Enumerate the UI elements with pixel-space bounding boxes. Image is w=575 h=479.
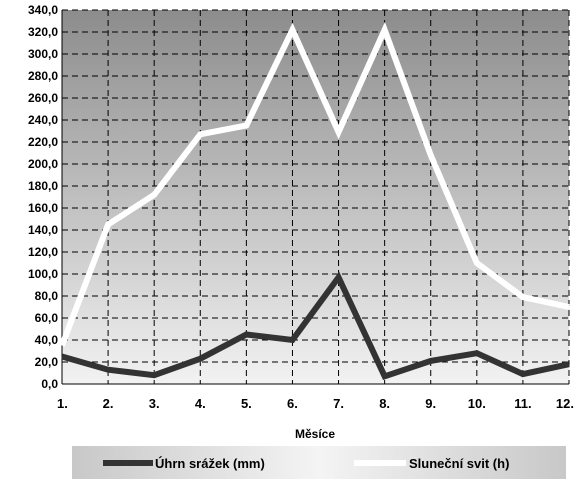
y-tick-label: 180,0 xyxy=(28,179,58,193)
series-layer xyxy=(59,21,570,380)
series-line-2 xyxy=(59,21,570,347)
y-tick-label: 280,0 xyxy=(28,69,58,83)
x-tick-label: 7. xyxy=(333,396,344,411)
y-tick-label: 200,0 xyxy=(28,157,58,171)
x-tick-label: 9. xyxy=(425,396,436,411)
x-tick-label: 5. xyxy=(241,396,252,411)
y-tick-label: 0,0 xyxy=(41,377,58,391)
x-tick-label: 10. xyxy=(468,396,486,411)
x-axis-tick-labels: 1. 2. 3. 4. 5. 6. 7. 8. 9. 10. 11. 12. xyxy=(57,396,574,411)
x-axis-label: Měsíce xyxy=(295,427,335,441)
y-tick-label: 140,0 xyxy=(28,223,58,237)
x-tick-label: 1. xyxy=(57,396,68,411)
y-tick-label: 300,0 xyxy=(28,47,58,61)
y-tick-label: 20,0 xyxy=(35,355,59,369)
y-tick-label: 60,0 xyxy=(35,311,59,325)
y-tick-label: 120,0 xyxy=(28,245,58,259)
x-tick-label: 2. xyxy=(103,396,114,411)
y-tick-label: 240,0 xyxy=(28,113,58,127)
x-tick-label: 11. xyxy=(514,396,531,411)
series-line-1 xyxy=(61,271,570,380)
y-tick-label: 80,0 xyxy=(35,289,59,303)
x-tick-label: 4. xyxy=(195,396,206,411)
x-tick-label: 6. xyxy=(287,396,298,411)
legend: Úhrn srážek (mm) Sluneční svit (h) xyxy=(103,456,509,471)
y-tick-label: 40,0 xyxy=(35,333,59,347)
x-tick-label: 3. xyxy=(149,396,160,411)
grid-lines xyxy=(61,9,570,385)
legend-label-1: Úhrn srážek (mm) xyxy=(155,456,265,471)
y-tick-label: 220,0 xyxy=(28,135,58,149)
y-tick-label: 260,0 xyxy=(28,91,58,105)
x-tick-label: 8. xyxy=(379,396,390,411)
y-tick-label: 100,0 xyxy=(28,267,58,281)
plot-area xyxy=(62,10,569,384)
y-tick-label: 320,0 xyxy=(28,25,58,39)
y-tick-label: 340,0 xyxy=(28,3,58,17)
x-tick-label: 12. xyxy=(556,396,574,411)
legend-label-2: Sluneční svit (h) xyxy=(409,456,509,471)
legend-background xyxy=(72,446,566,479)
y-tick-label: 160,0 xyxy=(28,201,58,215)
y-axis-tick-labels: 0,0 20,0 40,0 60,0 80,0 100,0 120,0 140,0 160,0 1… xyxy=(28,3,58,391)
